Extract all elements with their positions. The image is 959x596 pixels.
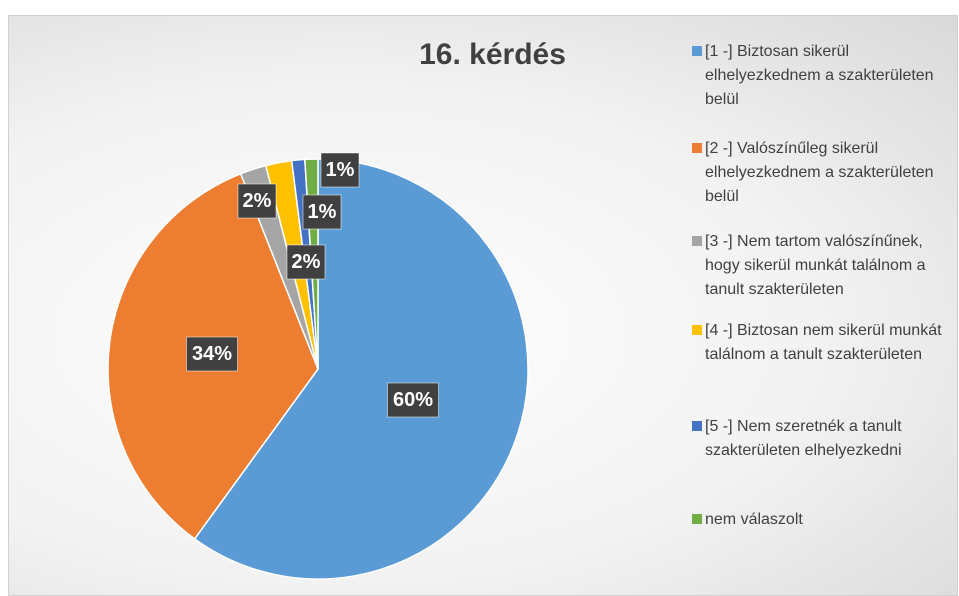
legend-swatch xyxy=(692,421,702,431)
data-label-group: 34% xyxy=(186,336,238,372)
legend-item: nem válaszolt xyxy=(692,508,954,532)
data-label-box xyxy=(320,152,360,188)
legend-label: [1 -] Biztosan sikerül elhelyezkednem a … xyxy=(705,43,934,108)
legend-item: [3 -] Nem tartom valószínűnek, hogy sike… xyxy=(692,230,954,302)
data-label-group: 2% xyxy=(237,183,277,219)
legend-swatch xyxy=(692,143,702,153)
legend-label: nem válaszolt xyxy=(705,511,803,528)
legend-swatch xyxy=(692,46,702,56)
data-label: 1% xyxy=(308,201,337,223)
legend-swatch xyxy=(692,325,702,335)
data-label: 60% xyxy=(393,389,433,411)
data-label: 2% xyxy=(243,190,272,212)
legend-label: [2 -] Valószínűleg sikerül elhelyezkedne… xyxy=(705,140,934,205)
legend-label: [5 -] Nem szeretnék a tanult szakterület… xyxy=(705,418,902,459)
data-label-group: 1% xyxy=(320,152,360,188)
data-label: 2% xyxy=(292,251,321,273)
data-label-box xyxy=(286,244,326,280)
data-label-box xyxy=(186,336,238,372)
legend-item: [2 -] Valószínűleg sikerül elhelyezkedne… xyxy=(692,137,954,209)
legend-item: [1 -] Biztosan sikerül elhelyezkednem a … xyxy=(692,40,954,112)
legend-item: [5 -] Nem szeretnék a tanult szakterület… xyxy=(692,415,954,463)
data-label-group: 2% xyxy=(286,244,326,280)
legend-swatch xyxy=(692,236,702,246)
data-label-box xyxy=(302,194,342,230)
legend-swatch xyxy=(692,514,702,524)
data-label-group: 60% xyxy=(387,382,439,418)
data-label: 34% xyxy=(192,343,232,365)
data-label-group: 1% xyxy=(302,194,342,230)
legend-label: [3 -] Nem tartom valószínűnek, hogy sike… xyxy=(705,233,926,298)
data-label: 1% xyxy=(326,159,355,181)
legend-label: [4 -] Biztosan nem sikerül munkát találn… xyxy=(705,322,942,363)
legend-item: [4 -] Biztosan nem sikerül munkát találn… xyxy=(692,319,954,367)
chart-title: 16. kérdés xyxy=(419,38,566,71)
data-label-box xyxy=(237,183,277,219)
pie-slice xyxy=(193,158,529,580)
data-label-box xyxy=(387,382,439,418)
